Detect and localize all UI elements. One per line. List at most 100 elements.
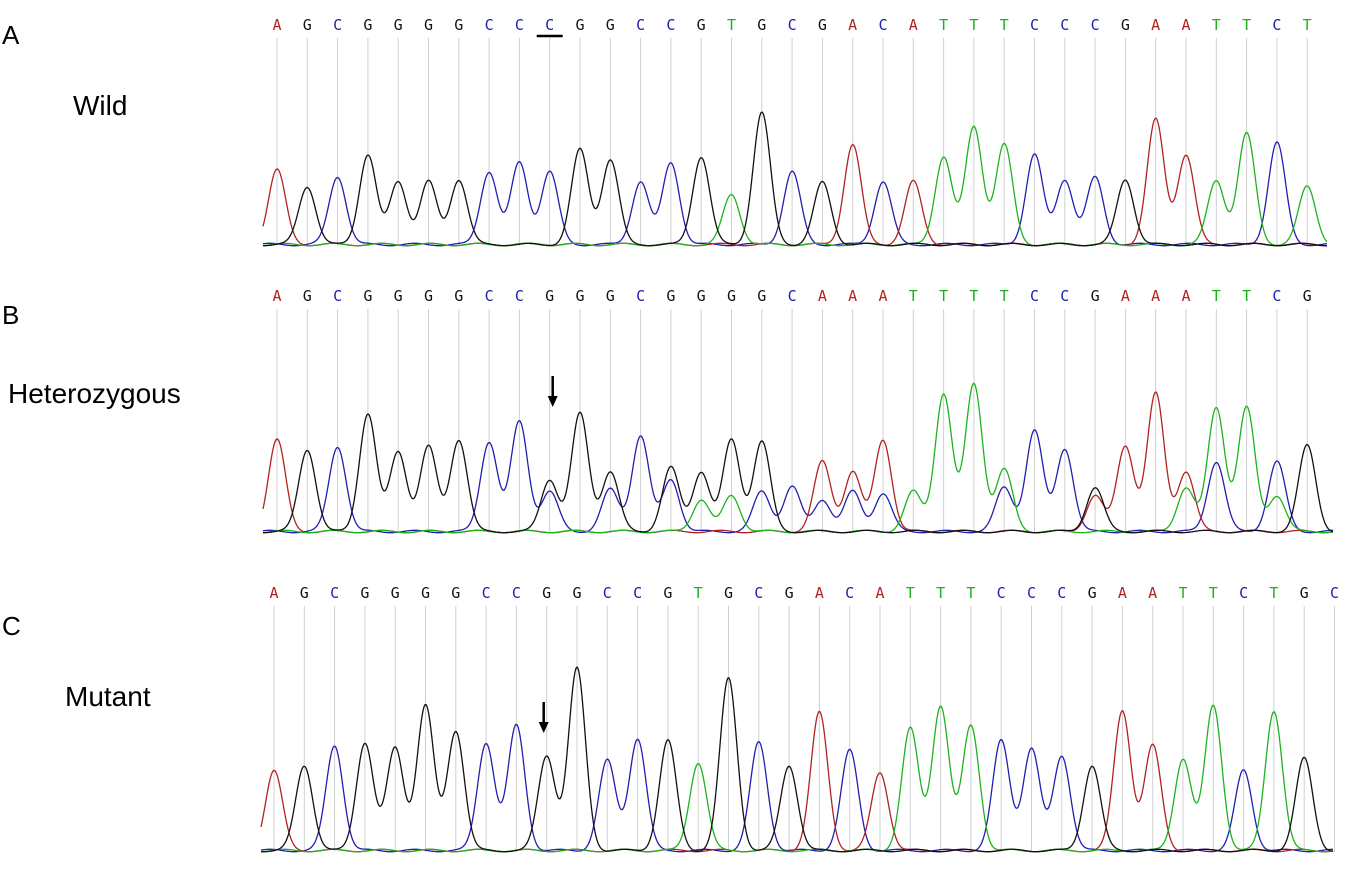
base-call-c: C xyxy=(330,584,339,602)
base-call-g: G xyxy=(394,287,403,305)
base-call-a: A xyxy=(1151,16,1160,34)
base-call-g: G xyxy=(724,584,733,602)
base-call-c: C xyxy=(1272,16,1281,34)
base-call-a: A xyxy=(848,16,857,34)
base-call-c: C xyxy=(333,16,342,34)
base-call-c: C xyxy=(845,584,854,602)
base-call-c: C xyxy=(515,16,524,34)
base-call-a: A xyxy=(269,584,278,602)
base-call-g: G xyxy=(363,287,372,305)
base-call-a: A xyxy=(815,584,824,602)
base-call-t: T xyxy=(969,287,978,305)
base-call-c: C xyxy=(1060,287,1069,305)
base-call-g: G xyxy=(1300,584,1309,602)
base-call-g: G xyxy=(391,584,400,602)
sample-name-heterozygous: Heterozygous xyxy=(8,378,181,409)
base-call-t: T xyxy=(1209,584,1218,602)
base-call-t: T xyxy=(1242,16,1251,34)
base-call-g: G xyxy=(542,584,551,602)
base-call-t: T xyxy=(936,584,945,602)
panel-label-a: A xyxy=(2,20,20,50)
base-call-a: A xyxy=(272,16,281,34)
base-call-c: C xyxy=(512,584,521,602)
base-call-g: G xyxy=(1091,287,1100,305)
base-call-c: C xyxy=(1239,584,1248,602)
trace-c xyxy=(262,419,1333,534)
mutation-site-arrow xyxy=(538,702,549,733)
base-call-t: T xyxy=(969,16,978,34)
base-call-g: G xyxy=(1303,287,1312,305)
base-call-c: C xyxy=(1057,584,1066,602)
base-call-c: C xyxy=(633,584,642,602)
base-call-g: G xyxy=(575,16,584,34)
base-call-a: A xyxy=(1181,16,1190,34)
base-call-g: G xyxy=(451,584,460,602)
base-call-g: G xyxy=(1121,16,1130,34)
base-call-c: C xyxy=(788,287,797,305)
base-call-c: C xyxy=(485,16,494,34)
base-call-t: T xyxy=(966,584,975,602)
panel-label-c: C xyxy=(2,611,21,641)
base-call-t: T xyxy=(727,16,736,34)
base-call-a: A xyxy=(848,287,857,305)
base-call-c: C xyxy=(333,287,342,305)
base-call-t: T xyxy=(1000,287,1009,305)
base-call-g: G xyxy=(575,287,584,305)
base-call-g: G xyxy=(454,16,463,34)
base-call-a: A xyxy=(878,287,887,305)
base-call-c: C xyxy=(878,16,887,34)
trace-t xyxy=(261,704,1334,853)
base-call-c: C xyxy=(1027,584,1036,602)
base-call-t: T xyxy=(939,287,948,305)
trace-a xyxy=(262,391,1334,534)
base-call-t: T xyxy=(1000,16,1009,34)
trace-g xyxy=(263,111,1327,247)
base-call-t: T xyxy=(1269,584,1278,602)
base-call-t: T xyxy=(906,584,915,602)
base-call-c: C xyxy=(1272,287,1281,305)
base-call-g: G xyxy=(757,287,766,305)
panel-label-b: B xyxy=(2,300,19,330)
base-call-c: C xyxy=(636,287,645,305)
trace-g xyxy=(260,666,1333,853)
base-call-c: C xyxy=(636,16,645,34)
base-call-g: G xyxy=(785,584,794,602)
base-call-a: A xyxy=(272,287,281,305)
base-call-g: G xyxy=(363,16,372,34)
base-call-a: A xyxy=(875,584,884,602)
base-call-a: A xyxy=(1121,287,1130,305)
base-call-c: C xyxy=(666,16,675,34)
base-call-t: T xyxy=(1212,16,1221,34)
base-call-a: A xyxy=(1151,287,1160,305)
base-call-g: G xyxy=(421,584,430,602)
base-call-g: G xyxy=(303,16,312,34)
base-call-g: G xyxy=(424,287,433,305)
base-call-g: G xyxy=(545,287,554,305)
base-call-g: G xyxy=(757,16,766,34)
base-call-g: G xyxy=(360,584,369,602)
trace-a xyxy=(262,117,1328,247)
base-call-t: T xyxy=(939,16,948,34)
trace-g xyxy=(263,411,1334,534)
base-call-t: T xyxy=(1242,287,1251,305)
base-call-g: G xyxy=(663,584,672,602)
base-call-t: T xyxy=(1212,287,1221,305)
base-call-a: A xyxy=(1118,584,1127,602)
base-call-c: C xyxy=(788,16,797,34)
trace-a xyxy=(260,710,1334,853)
base-call-t: T xyxy=(694,584,703,602)
base-call-g: G xyxy=(606,287,615,305)
base-call-c: C xyxy=(515,287,524,305)
base-call-g: G xyxy=(697,16,706,34)
base-call-c: C xyxy=(997,584,1006,602)
base-call-g: G xyxy=(818,16,827,34)
base-call-c: C xyxy=(1030,16,1039,34)
base-call-c: C xyxy=(1091,16,1100,34)
base-call-g: G xyxy=(606,16,615,34)
base-call-c: C xyxy=(485,287,494,305)
base-call-a: A xyxy=(1148,584,1157,602)
base-call-a: A xyxy=(909,16,918,34)
base-call-g: G xyxy=(454,287,463,305)
